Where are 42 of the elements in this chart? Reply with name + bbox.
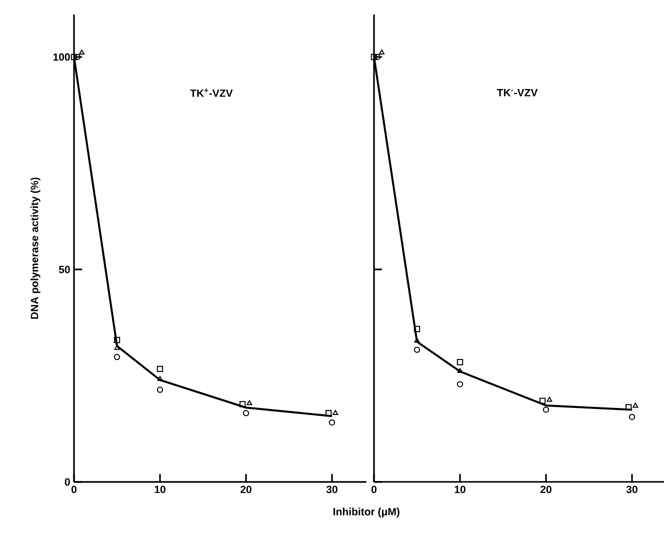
text: TK$^{+}$-VZV xyxy=(190,88,233,97)
x-tick-label: 0 xyxy=(71,486,76,494)
point xyxy=(414,346,420,353)
point xyxy=(370,54,378,60)
x-tick-label: 20 xyxy=(540,486,552,494)
point xyxy=(625,404,632,410)
point xyxy=(632,402,638,408)
point xyxy=(457,368,463,373)
y-tick-label: 0 xyxy=(64,478,70,486)
point xyxy=(157,376,163,381)
point xyxy=(114,354,120,360)
y-tick-label: 50 xyxy=(58,266,70,274)
point xyxy=(246,400,252,406)
x-tick-label: 20 xyxy=(240,486,252,494)
point xyxy=(328,419,336,426)
x-tick-label: 0 xyxy=(371,486,376,494)
y-axis-title: DNA polymerase activity (%) xyxy=(30,178,40,319)
point xyxy=(456,381,464,388)
y-tick-label: 100 xyxy=(53,53,70,61)
point xyxy=(78,50,84,55)
point xyxy=(628,414,636,420)
point xyxy=(114,336,120,344)
point xyxy=(156,366,164,372)
x-tick-label: 30 xyxy=(326,486,338,494)
x-tick-label: 30 xyxy=(626,486,638,494)
point xyxy=(414,326,420,332)
point xyxy=(70,54,78,60)
point xyxy=(546,396,552,402)
point xyxy=(456,359,464,366)
x-axis-title: Inhibitor (μM) xyxy=(334,508,400,518)
point xyxy=(239,401,246,408)
point xyxy=(539,398,546,404)
point xyxy=(414,338,420,343)
point xyxy=(325,410,332,416)
x-tick-label: 10 xyxy=(154,486,166,494)
point xyxy=(542,406,550,413)
text: TK$^{-}$-VZV xyxy=(496,89,538,96)
x-tick-label: 10 xyxy=(454,486,466,494)
point xyxy=(156,386,164,393)
point xyxy=(378,50,384,55)
point xyxy=(332,410,338,415)
point xyxy=(242,410,250,416)
